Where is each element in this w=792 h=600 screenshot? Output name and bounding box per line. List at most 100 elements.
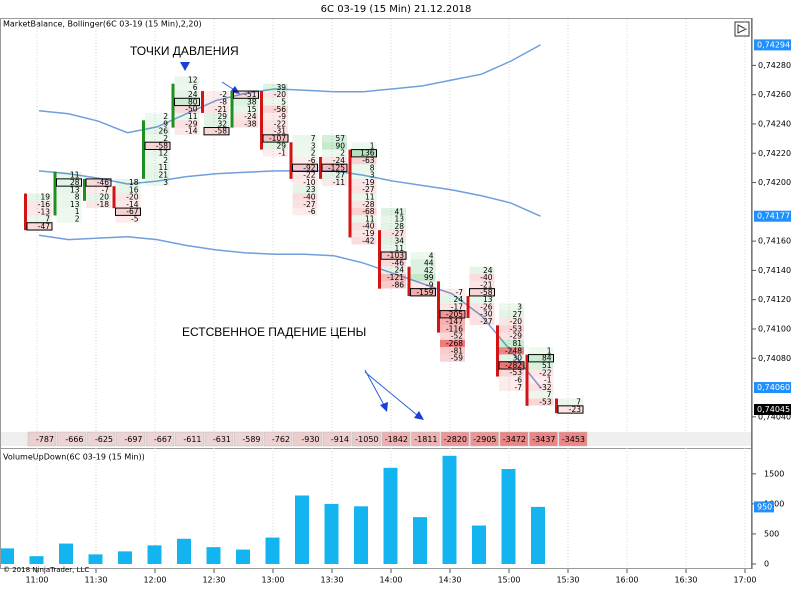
cell-label: -147 [446,317,463,326]
y-tick-label: 0,74040 [758,412,791,421]
volume-cell [174,76,200,84]
y-tick-label: 0,74200 [758,178,791,187]
total-label: -762 [272,435,290,444]
cell-label: -40 [362,222,374,231]
y-tick-label: 1000 [764,499,784,508]
x-tick-label: 12:00 [143,576,166,585]
volume-cell [499,339,524,348]
volume-cell [469,317,495,326]
volume-cell [56,171,82,179]
cell-label: -92 [303,163,315,172]
total-label: -3453 [562,435,585,444]
volume-cell [410,252,436,260]
candle-body [112,186,116,209]
cell-label: 13 [70,200,80,209]
cell-label: 13 [70,185,80,194]
y-tick-label: 0,74100 [758,324,791,333]
y-tick-label: 0,74280 [758,61,791,70]
total-label: -2820 [444,435,467,444]
volume-cell [410,266,436,274]
candle-body [555,398,558,414]
volume-cell [469,274,495,282]
boxed-cell [26,222,53,231]
volume-cell [351,142,377,150]
cell-label: -6 [308,156,316,165]
price-marker-label: 0,74045 [757,405,790,414]
cell-label: -19 [362,178,374,187]
cell-label: -6 [515,376,523,385]
volume-cell [351,193,377,201]
volume-cell [528,398,554,406]
cell-label: -46 [392,258,404,267]
volume-cell [351,215,377,223]
cell-label: 6 [193,83,198,92]
volume-cell [381,244,406,252]
cell-label: 42 [424,266,434,275]
cell-label: 7 [311,134,316,143]
total-cell [234,431,263,447]
volume-cell [145,134,170,143]
total-label: -3472 [503,435,526,444]
volume-cell [322,178,347,187]
cell-label: 1 [370,141,375,150]
cell-label: 34 [394,237,404,246]
boxed-cell [115,207,141,216]
volume-cell [86,200,111,209]
cell-label: -42 [362,236,374,245]
volume-cell [263,91,288,99]
cell-label: 15 [247,105,257,114]
volume-cell [469,266,495,275]
cell-label: -159 [416,288,433,297]
price-marker [754,39,791,51]
cell-label: -24 [244,112,256,121]
cell-label: 1 [75,207,80,216]
total-cell [470,431,499,447]
cell-label: -50 [185,105,197,114]
volume-cell [440,296,465,304]
volume-cell [440,325,465,333]
volume-bar [1,548,14,564]
volume-cell [292,186,318,194]
cell-label: -58 [215,127,227,136]
cell-label: -19 [362,229,374,238]
candle-body [201,91,204,113]
volume-cell [381,222,406,231]
cell-label: 24 [394,266,404,275]
boxed-cell [203,127,230,136]
cell-label: -51 [244,90,256,99]
volume-cell [469,303,495,311]
candle-body [525,354,529,406]
volume-cell [115,193,141,201]
volume-cell [263,105,288,113]
volume-cell [204,98,229,106]
volume-cell [174,105,200,113]
volume-cell [440,332,465,340]
volume-bar [177,538,191,564]
volume-cell [322,142,347,150]
cell-label: -5 [131,215,139,224]
cell-label: 4 [429,251,434,260]
volume-bar [531,506,545,564]
total-cell [499,431,529,447]
candle-body [466,296,470,318]
volume-cell [499,369,524,377]
volume-cell [499,317,524,326]
boxed-cell [85,178,112,187]
volume-marker-label: 950 [757,502,772,511]
volume-cell [558,398,583,406]
cell-label: 81 [512,339,522,348]
cell-label: -1 [544,376,552,385]
price-marker [754,404,791,415]
volume-cell [410,259,436,267]
x-tick-label: 14:00 [379,576,402,585]
cell-label: -26 [480,302,492,311]
volume-cell [145,171,170,179]
total-cell [322,431,352,447]
total-cell [116,431,145,447]
cell-label: 90 [335,141,345,150]
cell-label: -23 [569,405,581,414]
cell-label: -20 [274,90,286,99]
cell-label: 136 [360,149,375,158]
volume-bar [88,554,103,564]
total-label: -3437 [532,435,555,444]
